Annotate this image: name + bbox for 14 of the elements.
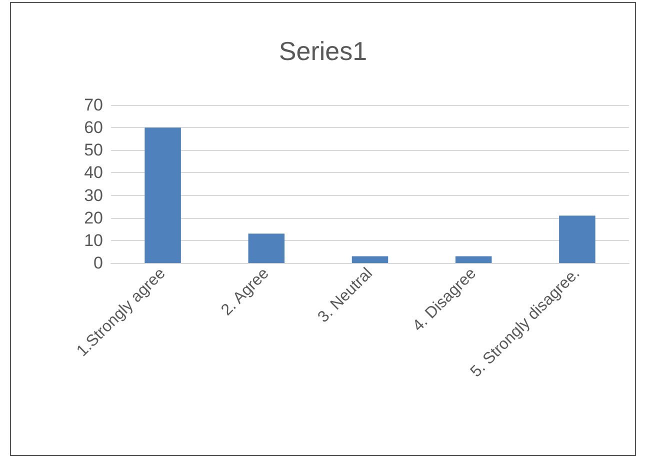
y-tick-label: 30 bbox=[84, 186, 103, 205]
y-tick-label: 10 bbox=[84, 230, 103, 250]
bar bbox=[352, 256, 388, 263]
y-tick-label: 20 bbox=[84, 208, 103, 228]
y-tick-label: 70 bbox=[84, 96, 103, 114]
y-tick-label: 60 bbox=[84, 118, 103, 138]
bar bbox=[248, 234, 285, 263]
bar bbox=[144, 128, 181, 263]
chart-title: Series1 bbox=[278, 36, 368, 66]
bar bbox=[559, 216, 596, 263]
bar bbox=[455, 256, 492, 263]
y-tick-label: 0 bbox=[94, 254, 103, 272]
y-tick-label: 40 bbox=[84, 163, 103, 182]
y-tick-label: 50 bbox=[84, 140, 103, 160]
